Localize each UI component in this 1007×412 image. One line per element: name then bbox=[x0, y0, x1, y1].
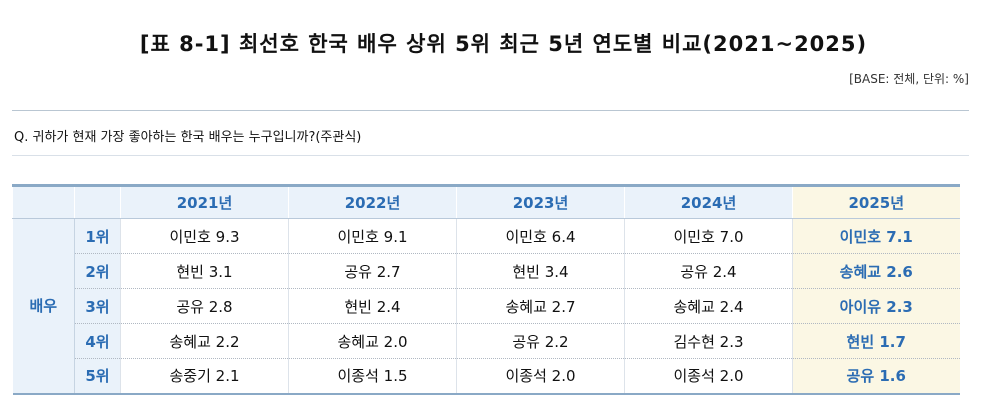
table-cell: 이민호 7.0 bbox=[624, 218, 793, 254]
table-row: 2위 현빈 3.1 공유 2.7 현빈 3.4 공유 2.4 송혜교 2.6 bbox=[13, 253, 960, 289]
table-cell-highlight: 이민호 7.1 bbox=[792, 218, 960, 254]
table-cell-highlight: 아이유 2.3 bbox=[792, 288, 960, 324]
rank-label: 1위 bbox=[74, 218, 121, 254]
table-cell: 현빈 3.4 bbox=[456, 253, 625, 289]
header-corner bbox=[12, 184, 75, 219]
rank-label: 5위 bbox=[74, 358, 121, 395]
header-year-2022: 2022년 bbox=[288, 184, 457, 219]
table-cell: 현빈 2.4 bbox=[288, 288, 457, 324]
table-cell: 송혜교 2.0 bbox=[288, 323, 457, 359]
table-cell: 이민호 9.3 bbox=[120, 218, 289, 254]
table-cell: 송혜교 2.4 bbox=[624, 288, 793, 324]
table-row: 3위 공유 2.8 현빈 2.4 송혜교 2.7 송혜교 2.4 아이유 2.3 bbox=[13, 288, 960, 324]
table-row: 5위 송중기 2.1 이종석 1.5 이종석 2.0 이종석 2.0 공유 1.… bbox=[13, 358, 960, 395]
header-year-2023: 2023년 bbox=[456, 184, 625, 219]
rank-label: 4위 bbox=[74, 323, 121, 359]
ranking-table: 2021년 2022년 2023년 2024년 2025년 배우 1위 이민호 … bbox=[12, 184, 960, 395]
table-cell: 현빈 3.1 bbox=[120, 253, 289, 289]
table-cell: 송혜교 2.2 bbox=[120, 323, 289, 359]
group-label: 배우 bbox=[12, 218, 75, 395]
table-cell: 공유 2.7 bbox=[288, 253, 457, 289]
table-cell: 송중기 2.1 bbox=[120, 358, 289, 395]
rank-label: 2위 bbox=[74, 253, 121, 289]
header-year-2024: 2024년 bbox=[624, 184, 793, 219]
table-cell-highlight: 송혜교 2.6 bbox=[792, 253, 960, 289]
question-divider-bottom bbox=[12, 155, 969, 156]
table-cell: 공유 2.4 bbox=[624, 253, 793, 289]
table-cell: 이종석 2.0 bbox=[624, 358, 793, 395]
question-divider-top bbox=[12, 110, 969, 111]
table-cell: 이종석 1.5 bbox=[288, 358, 457, 395]
header-year-2021: 2021년 bbox=[120, 184, 289, 219]
page-title: [표 8-1] 최선호 한국 배우 상위 5위 최근 5년 연도별 비교(202… bbox=[139, 32, 868, 56]
table-row: 4위 송혜교 2.2 송혜교 2.0 공유 2.2 김수현 2.3 현빈 1.7 bbox=[13, 323, 960, 359]
rank-label: 3위 bbox=[74, 288, 121, 324]
table-cell-highlight: 현빈 1.7 bbox=[792, 323, 960, 359]
survey-question: Q. 귀하가 현재 가장 좋아하는 한국 배우는 누구입니까?(주관식) bbox=[14, 130, 362, 145]
table-cell: 이민호 9.1 bbox=[288, 218, 457, 254]
table-header-row: 2021년 2022년 2023년 2024년 2025년 bbox=[12, 184, 960, 219]
table-cell: 공유 2.2 bbox=[456, 323, 625, 359]
table-row: 배우 1위 이민호 9.3 이민호 9.1 이민호 6.4 이민호 7.0 이민… bbox=[12, 218, 960, 395]
table-cell: 이민호 6.4 bbox=[456, 218, 625, 254]
base-note: [BASE: 전체, 단위: %] bbox=[849, 72, 969, 86]
table-cell: 송혜교 2.7 bbox=[456, 288, 625, 324]
table-cell: 공유 2.8 bbox=[120, 288, 289, 324]
table-cell: 김수현 2.3 bbox=[624, 323, 793, 359]
table-cell: 이종석 2.0 bbox=[456, 358, 625, 395]
header-year-2025: 2025년 bbox=[792, 184, 960, 219]
header-rank-corner bbox=[74, 184, 121, 219]
table-cell-highlight: 공유 1.6 bbox=[792, 358, 960, 395]
